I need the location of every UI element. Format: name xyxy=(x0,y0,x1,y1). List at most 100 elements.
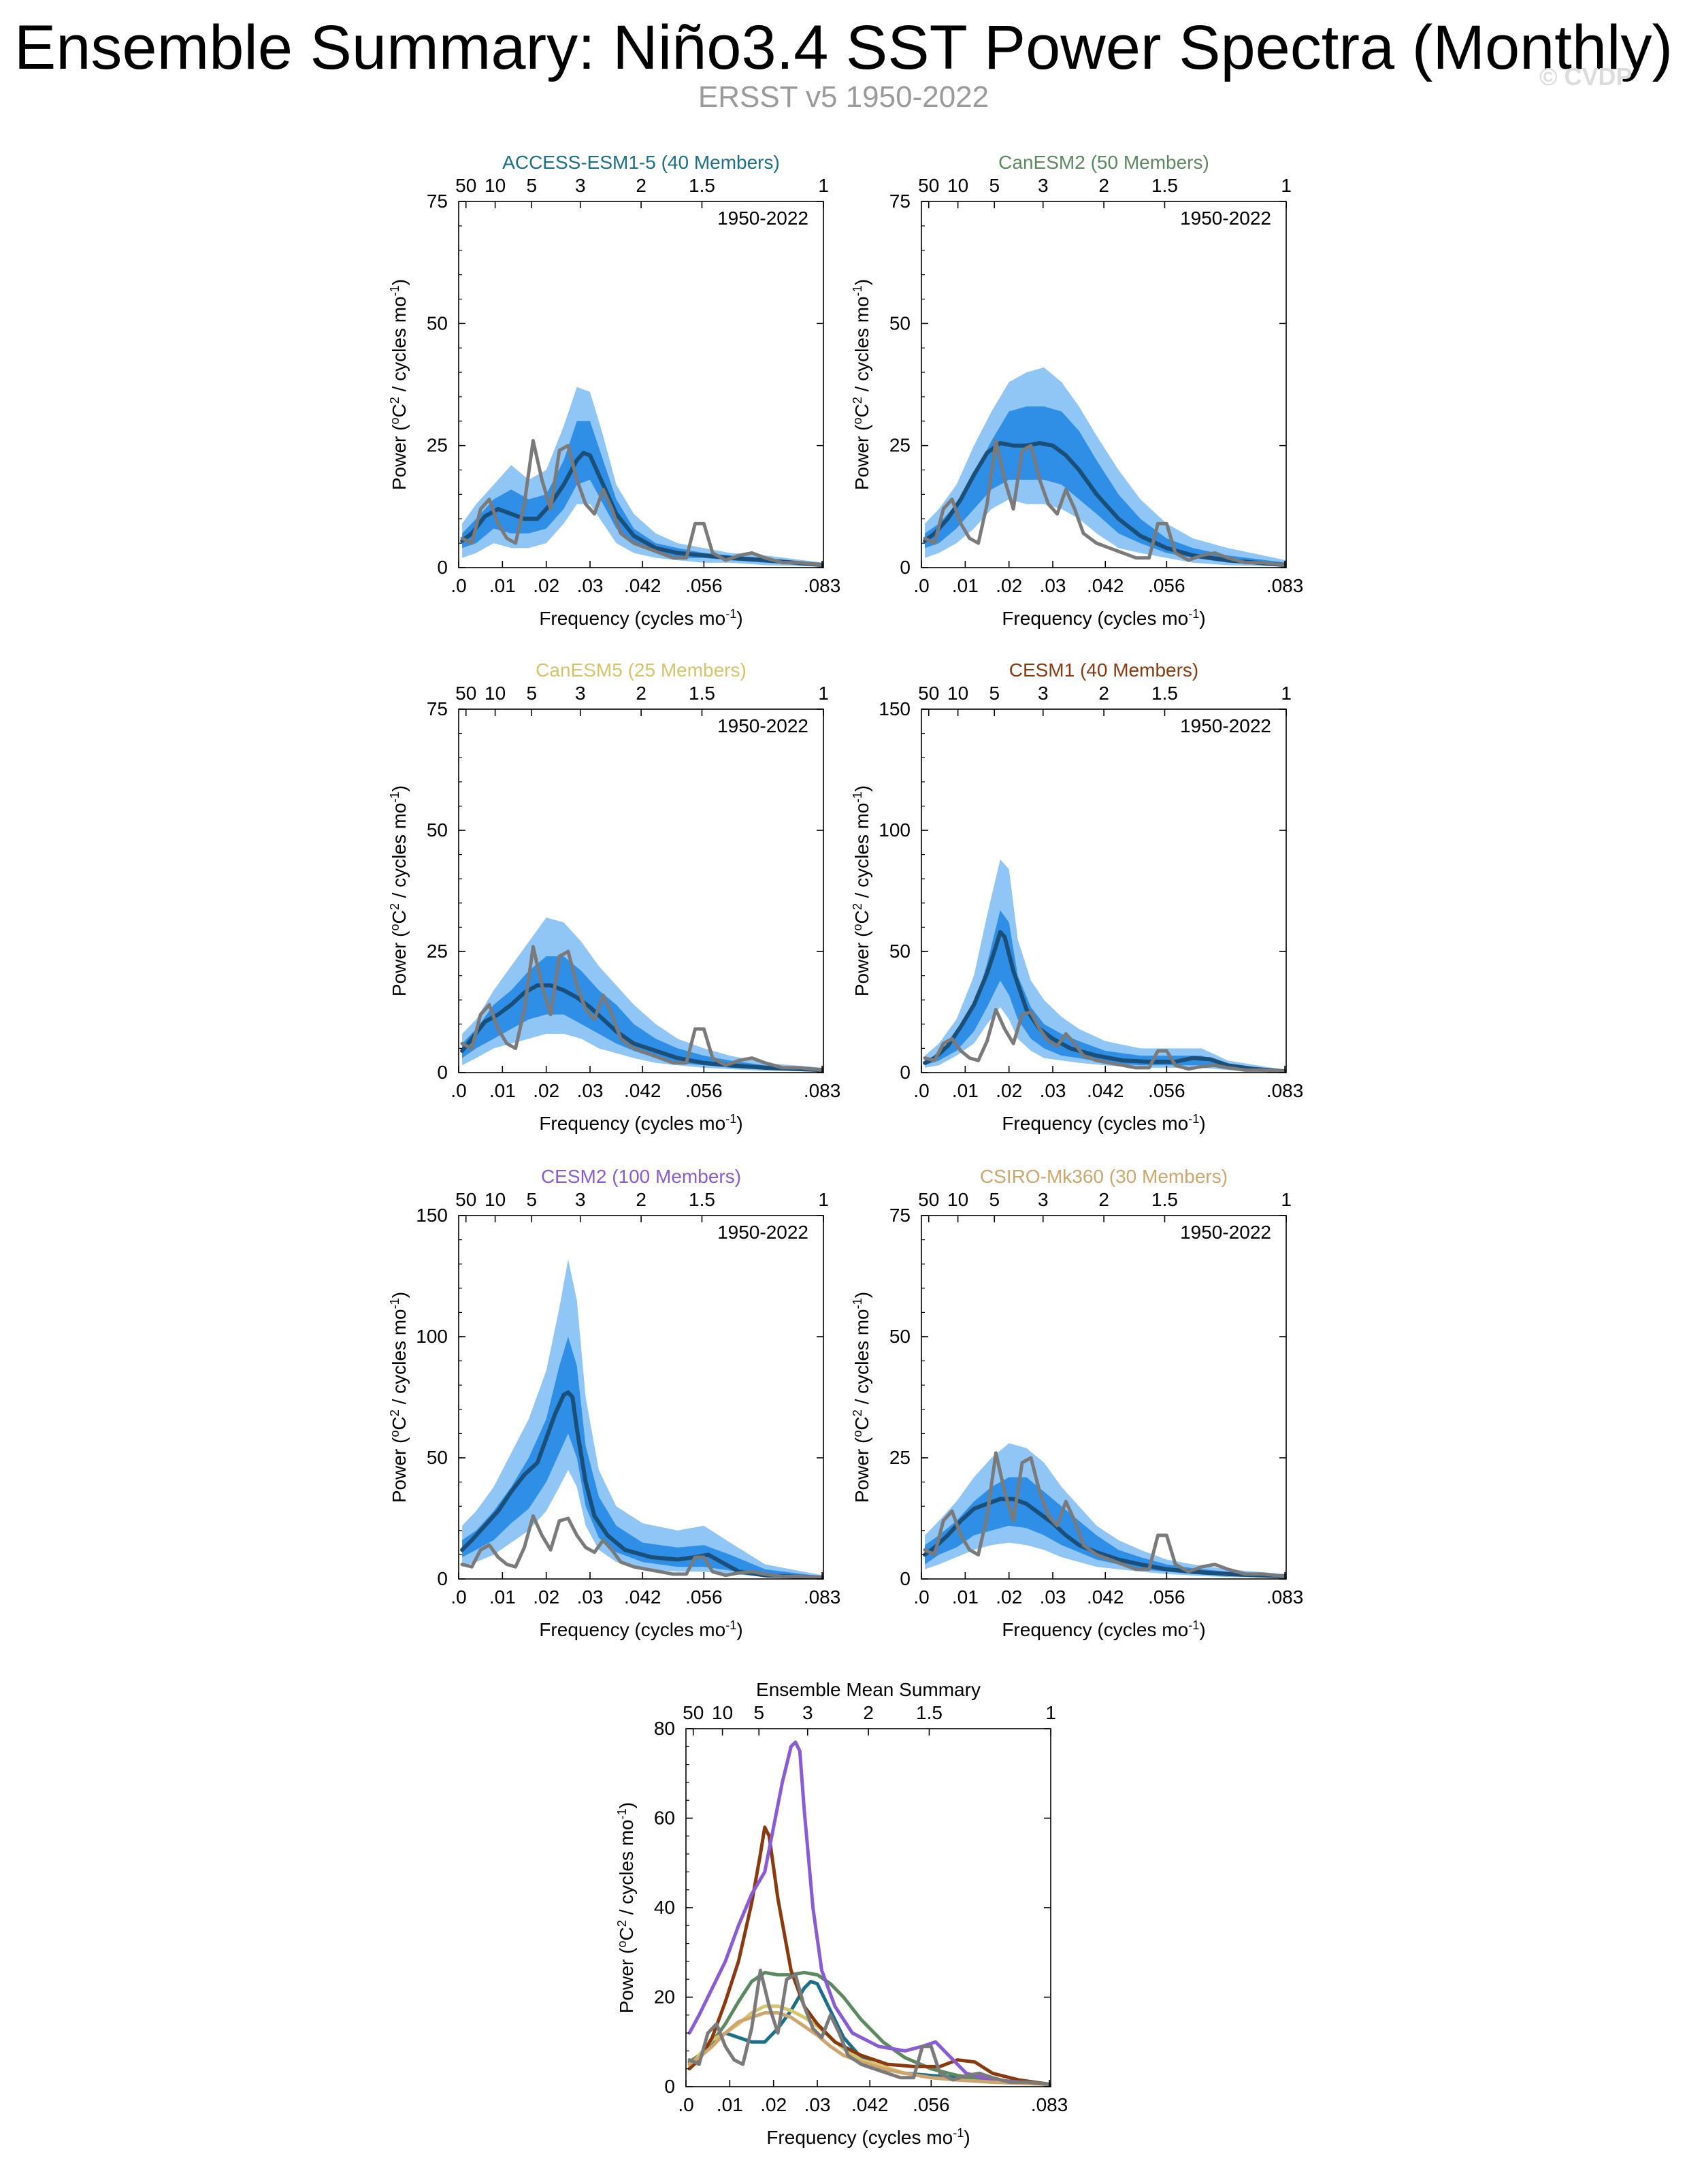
y-axis-label: Power (oC2 / cycles mo-1) xyxy=(615,1802,637,2013)
year-range-label: 1950-2022 xyxy=(1180,715,1271,736)
year-range-label: 1950-2022 xyxy=(717,208,808,229)
x-tick-label: .01 xyxy=(489,1586,516,1608)
x-tick-label: .042 xyxy=(624,1080,661,1101)
period-tick-label: 1.5 xyxy=(689,175,715,196)
period-tick-label: 10 xyxy=(947,683,968,704)
x-tick-label: .056 xyxy=(1148,575,1185,596)
x-tick-label: .01 xyxy=(952,1586,979,1608)
y-tick-label: 0 xyxy=(437,1568,448,1589)
period-tick-label: 5 xyxy=(526,175,537,196)
inner-spread-band xyxy=(462,1337,823,1578)
y-tick-label: 80 xyxy=(654,1718,675,1739)
period-tick-label: 50 xyxy=(918,175,939,196)
x-tick-label: .01 xyxy=(489,1080,516,1101)
panel-title: CanESM2 (50 Members) xyxy=(998,152,1209,173)
chart-panel-5: 0 50 100 150 .0 .01 .02 .03 .042 .056 .083 50 10 5 3 2 1… xyxy=(388,1166,840,1640)
x-axis-label: Frequency (cycles mo-1) xyxy=(1002,1618,1205,1640)
outer-spread-band xyxy=(462,917,823,1072)
y-tick-label: 150 xyxy=(879,698,911,719)
x-tick-label: .056 xyxy=(1148,1080,1185,1101)
period-tick-label: 1.5 xyxy=(1151,683,1178,704)
observations-line xyxy=(460,1514,823,1579)
chart-panel-7: 0 20 40 60 80 .0 .01 .02 .03 .042 .056 .083 50 10 5 3 2 1… xyxy=(615,1679,1068,2148)
outer-spread-band xyxy=(462,1259,823,1578)
y-tick-label: 0 xyxy=(900,1062,911,1083)
period-tick-label: 10 xyxy=(712,1702,733,1723)
x-tick-label: .02 xyxy=(533,1080,559,1101)
y-tick-label: 100 xyxy=(416,1326,448,1347)
y-tick-label: 50 xyxy=(427,312,448,333)
x-tick-label: .03 xyxy=(1040,1586,1066,1608)
y-tick-label: 0 xyxy=(664,2076,675,2097)
y-tick-label: 75 xyxy=(427,698,448,719)
panel-title: Ensemble Mean Summary xyxy=(756,1679,981,1700)
period-tick-label: 5 xyxy=(989,683,1000,704)
panel-title: CanESM5 (25 Members) xyxy=(536,659,747,681)
period-tick-label: 1 xyxy=(818,175,829,196)
observations-line xyxy=(923,439,1286,567)
period-tick-label: 1 xyxy=(818,683,829,704)
period-tick-label: 50 xyxy=(455,683,476,704)
period-tick-label: 5 xyxy=(753,1702,764,1723)
period-tick-label: 1 xyxy=(1281,175,1292,196)
outer-spread-band xyxy=(925,859,1286,1072)
period-tick-label: 50 xyxy=(455,1189,476,1210)
panel-title: CESM1 (40 Members) xyxy=(1009,659,1199,681)
period-tick-label: 1 xyxy=(1281,683,1292,704)
period-tick-label: 50 xyxy=(918,683,939,704)
y-tick-label: 0 xyxy=(900,1568,911,1589)
x-tick-label: .02 xyxy=(996,1080,1022,1101)
panel-title: ACCESS-ESM1-5 (40 Members) xyxy=(502,152,780,173)
ensemble-mean-line xyxy=(460,451,823,568)
y-tick-label: 60 xyxy=(654,1808,675,1829)
x-tick-label: .0 xyxy=(913,575,929,596)
x-axis-label: Frequency (cycles mo-1) xyxy=(1002,607,1205,629)
period-tick-label: 2 xyxy=(636,683,646,704)
y-tick-label: 20 xyxy=(654,1987,675,2008)
x-tick-label: .042 xyxy=(1087,1080,1124,1101)
period-tick-label: 50 xyxy=(918,1189,939,1210)
y-tick-label: 25 xyxy=(889,435,911,456)
period-tick-label: 1.5 xyxy=(1151,175,1178,196)
x-tick-label: .01 xyxy=(489,575,516,596)
x-tick-label: .042 xyxy=(624,575,661,596)
page-title: Ensemble Summary: Niño3.4 SST Power Spec… xyxy=(14,13,1673,82)
x-tick-label: .03 xyxy=(804,2094,831,2115)
x-tick-label: .03 xyxy=(1040,575,1066,596)
year-range-label: 1950-2022 xyxy=(717,1222,808,1243)
y-tick-label: 50 xyxy=(889,312,911,333)
x-tick-label: .02 xyxy=(760,2094,787,2115)
period-tick-label: 1.5 xyxy=(689,1189,715,1210)
period-tick-label: 1.5 xyxy=(1151,1189,1178,1210)
y-tick-label: 0 xyxy=(437,557,448,578)
period-tick-label: 2 xyxy=(636,175,646,196)
y-tick-label: 50 xyxy=(889,1326,911,1347)
observations-line xyxy=(460,439,823,567)
chart-panel-2: 0 25 50 75 .0 .01 .02 .03 .042 .056 .083 50 10 5 3 2 1.5… xyxy=(851,152,1303,629)
x-tick-label: .03 xyxy=(1040,1080,1066,1101)
y-tick-label: 75 xyxy=(427,191,448,212)
panel-title: CESM2 (100 Members) xyxy=(541,1166,741,1187)
x-tick-label: .0 xyxy=(913,1080,929,1101)
ensemble-mean-line xyxy=(923,1497,1286,1579)
period-tick-label: 1.5 xyxy=(689,683,715,704)
period-tick-label: 10 xyxy=(947,175,968,196)
x-tick-label: .03 xyxy=(577,1586,604,1608)
period-tick-label: 2 xyxy=(1098,175,1109,196)
period-tick-label: 2 xyxy=(1098,1189,1109,1210)
period-tick-label: 1 xyxy=(1045,1702,1056,1723)
x-tick-label: .056 xyxy=(685,1080,723,1101)
x-tick-label: .056 xyxy=(685,575,723,596)
period-tick-label: 5 xyxy=(989,175,1000,196)
chart-panel-3: 0 25 50 75 .0 .01 .02 .03 .042 .056 .083 50 10 5 3 2 1.5… xyxy=(388,659,840,1134)
period-tick-label: 3 xyxy=(1038,1189,1049,1210)
period-tick-label: 3 xyxy=(575,175,586,196)
x-axis-label: Frequency (cycles mo-1) xyxy=(539,1618,742,1640)
x-tick-label: .056 xyxy=(913,2094,950,2115)
series-line-csiro-mk360 xyxy=(687,2011,1051,2087)
x-tick-label: .083 xyxy=(1266,1586,1304,1608)
period-tick-label: 2 xyxy=(863,1702,874,1723)
x-tick-label: .083 xyxy=(1031,2094,1068,2115)
y-tick-label: 75 xyxy=(889,1205,911,1226)
x-tick-label: .01 xyxy=(717,2094,743,2115)
